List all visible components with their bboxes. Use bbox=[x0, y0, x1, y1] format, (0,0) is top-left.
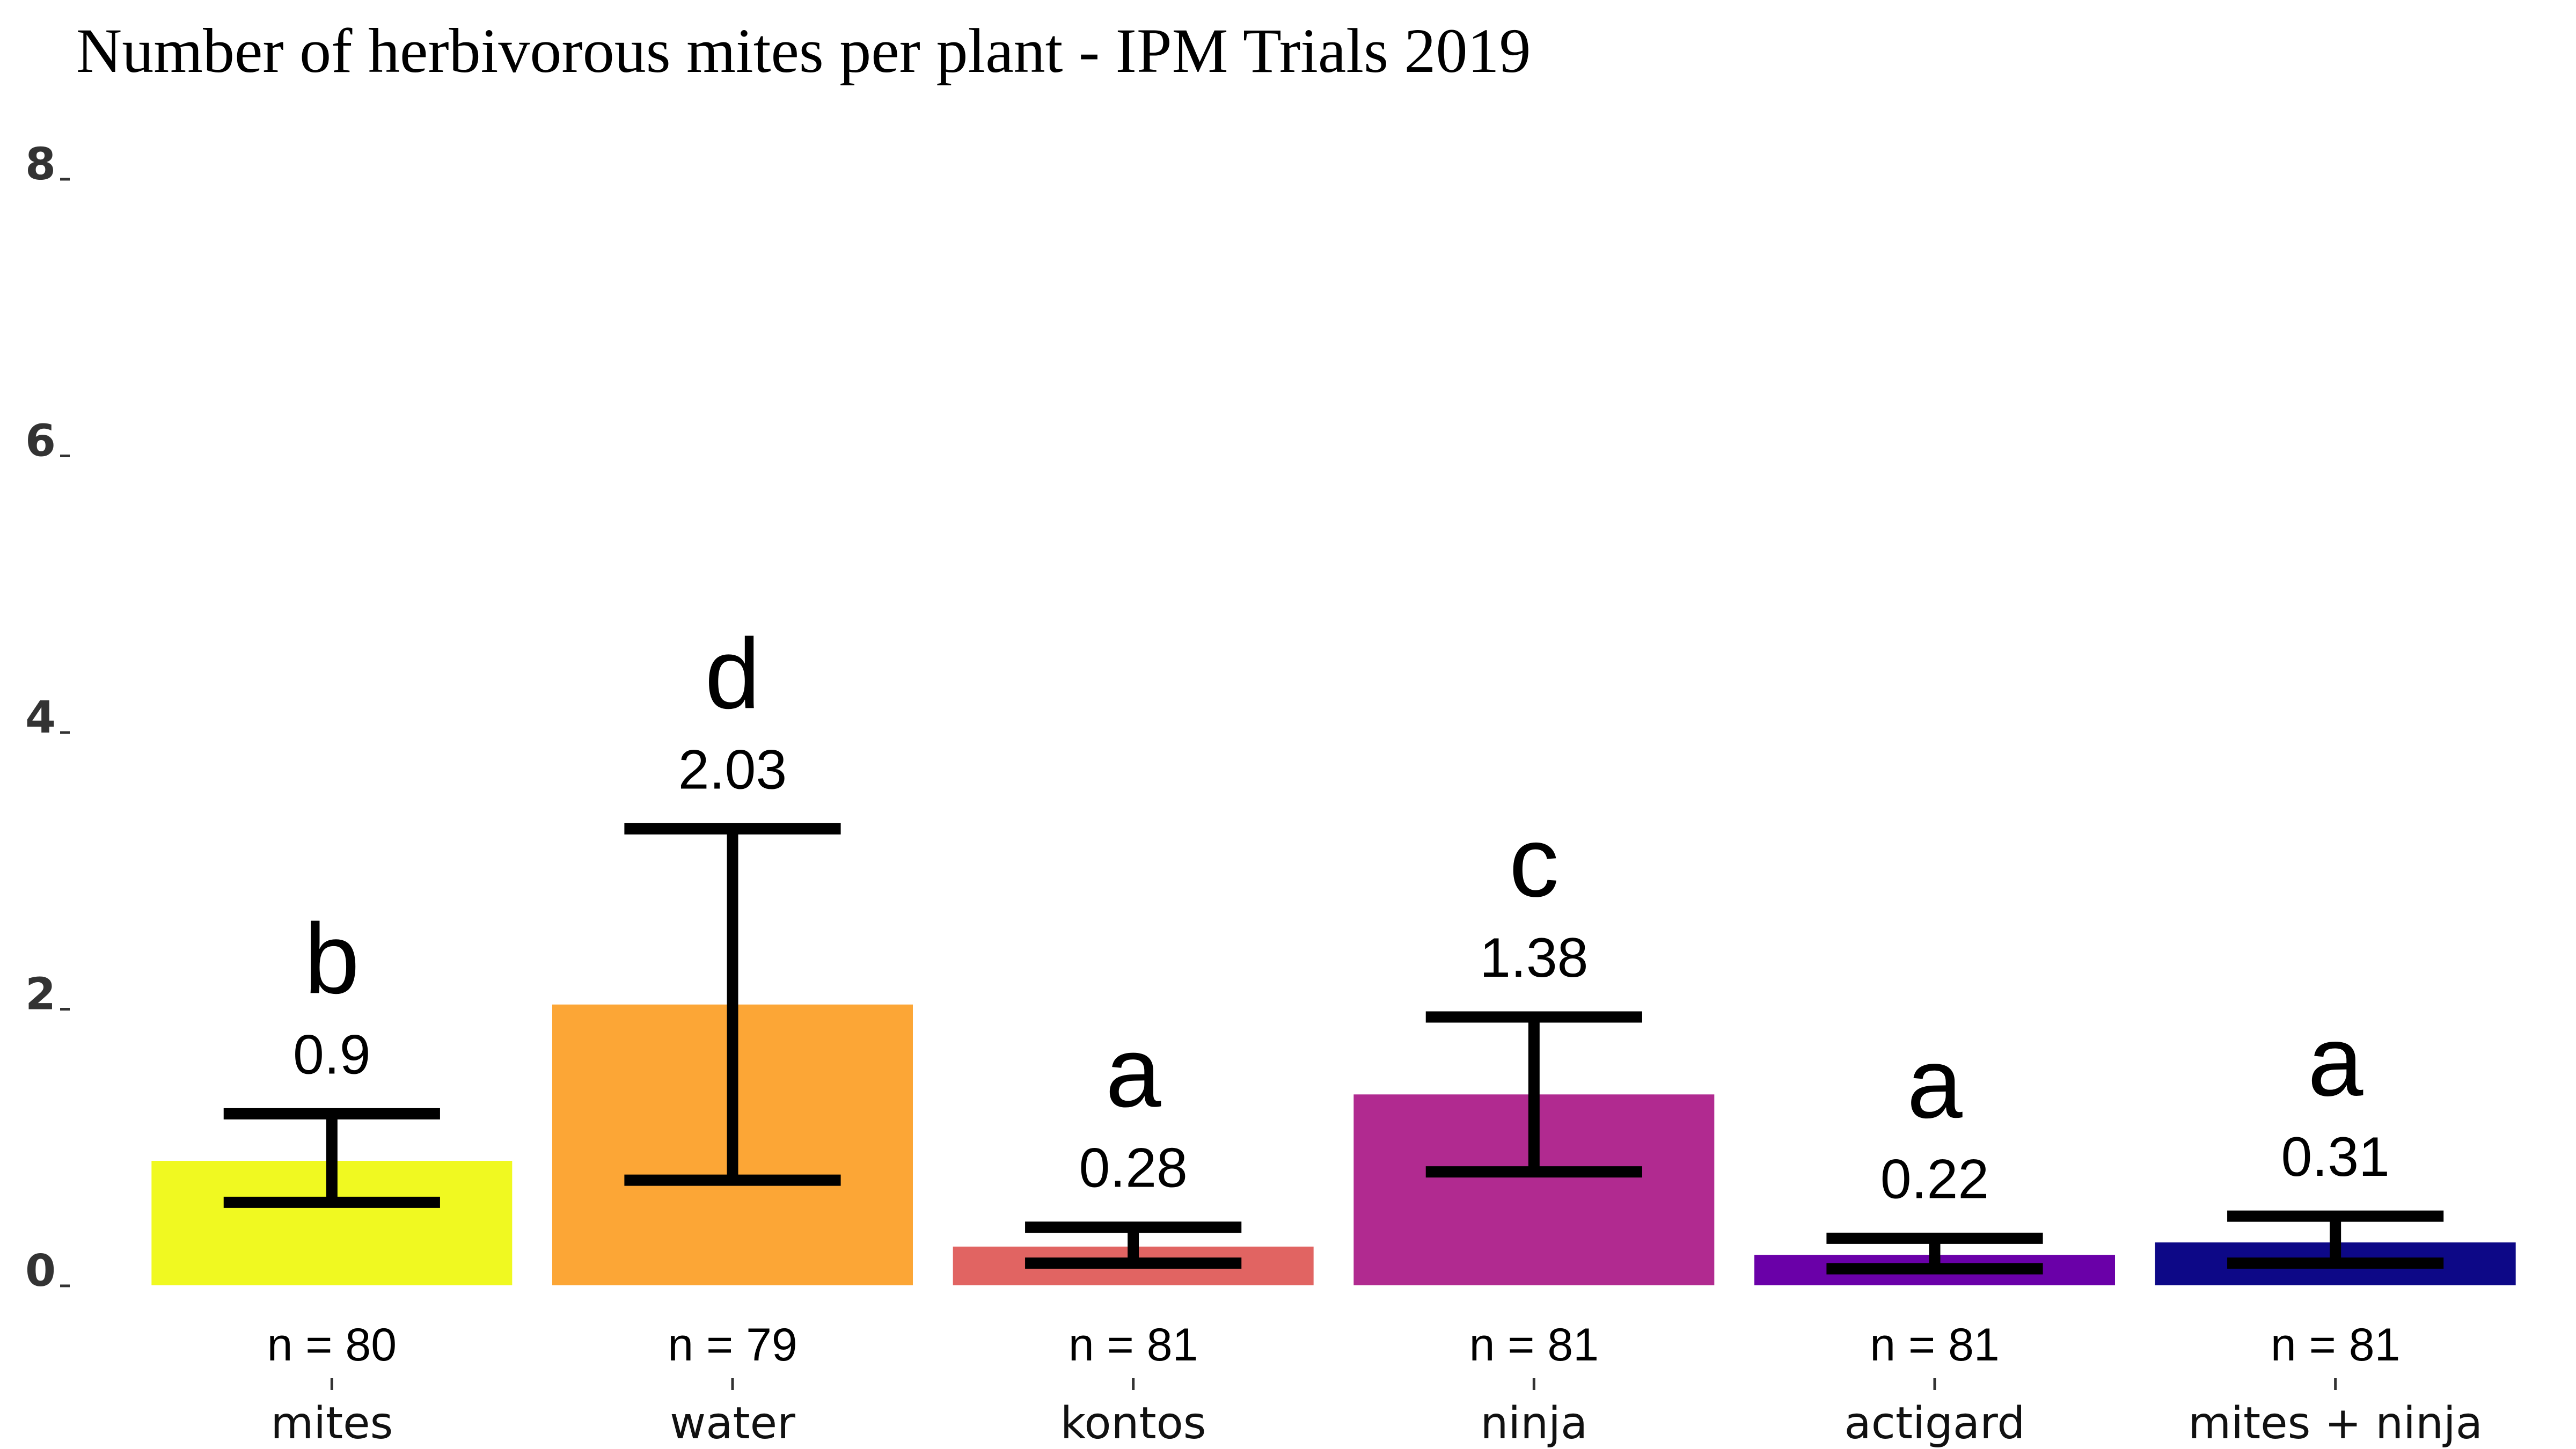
data-label: 0.22 bbox=[1880, 1148, 1989, 1210]
chart-title: Number of herbivorous mites per plant - … bbox=[76, 16, 1531, 86]
data-label: 0.31 bbox=[2281, 1126, 2389, 1188]
significance-letter: a bbox=[2308, 1006, 2363, 1117]
y-tick-label: 0 bbox=[25, 1246, 56, 1297]
x-axis: n = 80 mites n = 79 water n = 81 kontos n = 81… bbox=[267, 1319, 2483, 1449]
error-bars bbox=[223, 823, 2444, 1275]
significance-letter: a bbox=[1106, 1017, 1161, 1128]
y-tick-label: 6 bbox=[25, 416, 56, 467]
data-label: 0.9 bbox=[293, 1023, 371, 1086]
y-tick-label: 4 bbox=[25, 692, 56, 743]
sample-size-label: n = 81 bbox=[2271, 1319, 2401, 1371]
significance-letter: a bbox=[1907, 1028, 1963, 1139]
sample-size-label: n = 81 bbox=[1469, 1319, 1599, 1371]
x-tick-label: actigard bbox=[1845, 1398, 2025, 1449]
data-label: 2.03 bbox=[678, 738, 787, 801]
x-tick-label: ninja bbox=[1480, 1398, 1587, 1449]
significance-letter: c bbox=[1509, 807, 1559, 918]
sample-size-label: n = 81 bbox=[1069, 1319, 1198, 1371]
significance-letter: b bbox=[304, 903, 360, 1014]
significance-letter: d bbox=[705, 618, 760, 729]
y-tick-label: 2 bbox=[25, 969, 56, 1020]
x-tick-label: water bbox=[670, 1398, 795, 1449]
x-tick-label: kontos bbox=[1060, 1398, 1206, 1449]
data-label: 1.38 bbox=[1480, 927, 1588, 989]
sample-size-label: n = 81 bbox=[1870, 1319, 2000, 1371]
sample-size-label: n = 80 bbox=[267, 1319, 397, 1371]
y-axis: 0 2 4 6 8 bbox=[25, 139, 70, 1297]
data-label: 0.28 bbox=[1079, 1137, 1187, 1199]
y-tick-label: 8 bbox=[25, 139, 56, 190]
x-tick-label: mites bbox=[270, 1398, 393, 1449]
bar-annotations: 0.9 b 2.03 d 0.28 a 1.38 c 0.22 a 0.31 a bbox=[293, 618, 2390, 1210]
bars bbox=[151, 1004, 2516, 1285]
sample-size-label: n = 79 bbox=[668, 1319, 797, 1371]
x-tick-label: mites + ninja bbox=[2188, 1398, 2483, 1449]
